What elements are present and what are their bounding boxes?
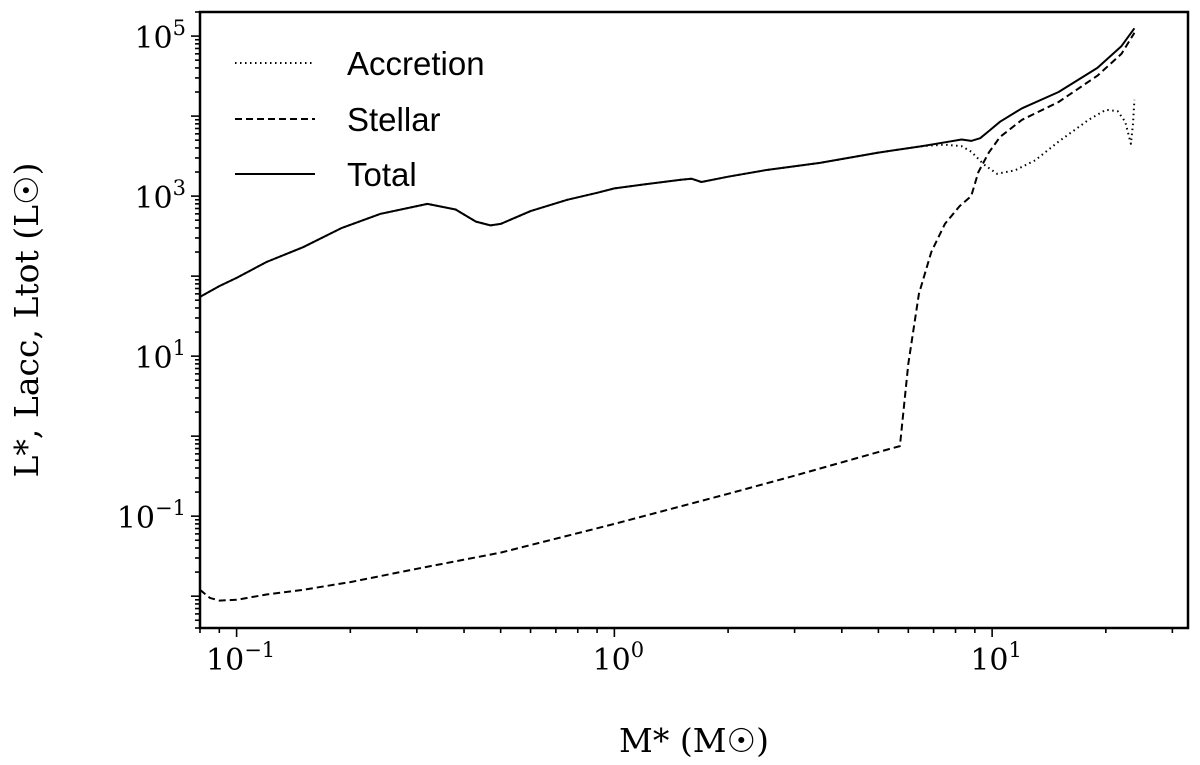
- y-tick-label: 10−1: [117, 496, 186, 536]
- x-axis-label: M* (M☉): [619, 721, 769, 760]
- y-tick-label: 103: [134, 176, 186, 216]
- x-tick-label: 10−1: [206, 638, 275, 678]
- series-line-total: [199, 27, 1136, 298]
- plot-frame: [198, 10, 1190, 630]
- axis-ticks: 10−1 100 101 10−1 101 103 105: [117, 11, 1174, 678]
- y-tick-label: 101: [134, 336, 186, 376]
- legend-label-accretion: Accretion: [347, 45, 485, 82]
- series-line-accretion: [199, 99, 1136, 298]
- legend-label-stellar: Stellar: [347, 101, 441, 138]
- x-tick-label: 100: [593, 638, 645, 678]
- x-tick-label: 101: [970, 638, 1022, 678]
- y-tick-label: 105: [134, 16, 186, 56]
- y-axis-label: L*, Lacc, Ltot (L☉): [7, 163, 46, 478]
- legend: Accretion Stellar Total: [235, 45, 485, 193]
- legend-label-total: Total: [347, 156, 417, 193]
- series-line-stellar: [199, 32, 1136, 602]
- plot-area: [199, 27, 1136, 602]
